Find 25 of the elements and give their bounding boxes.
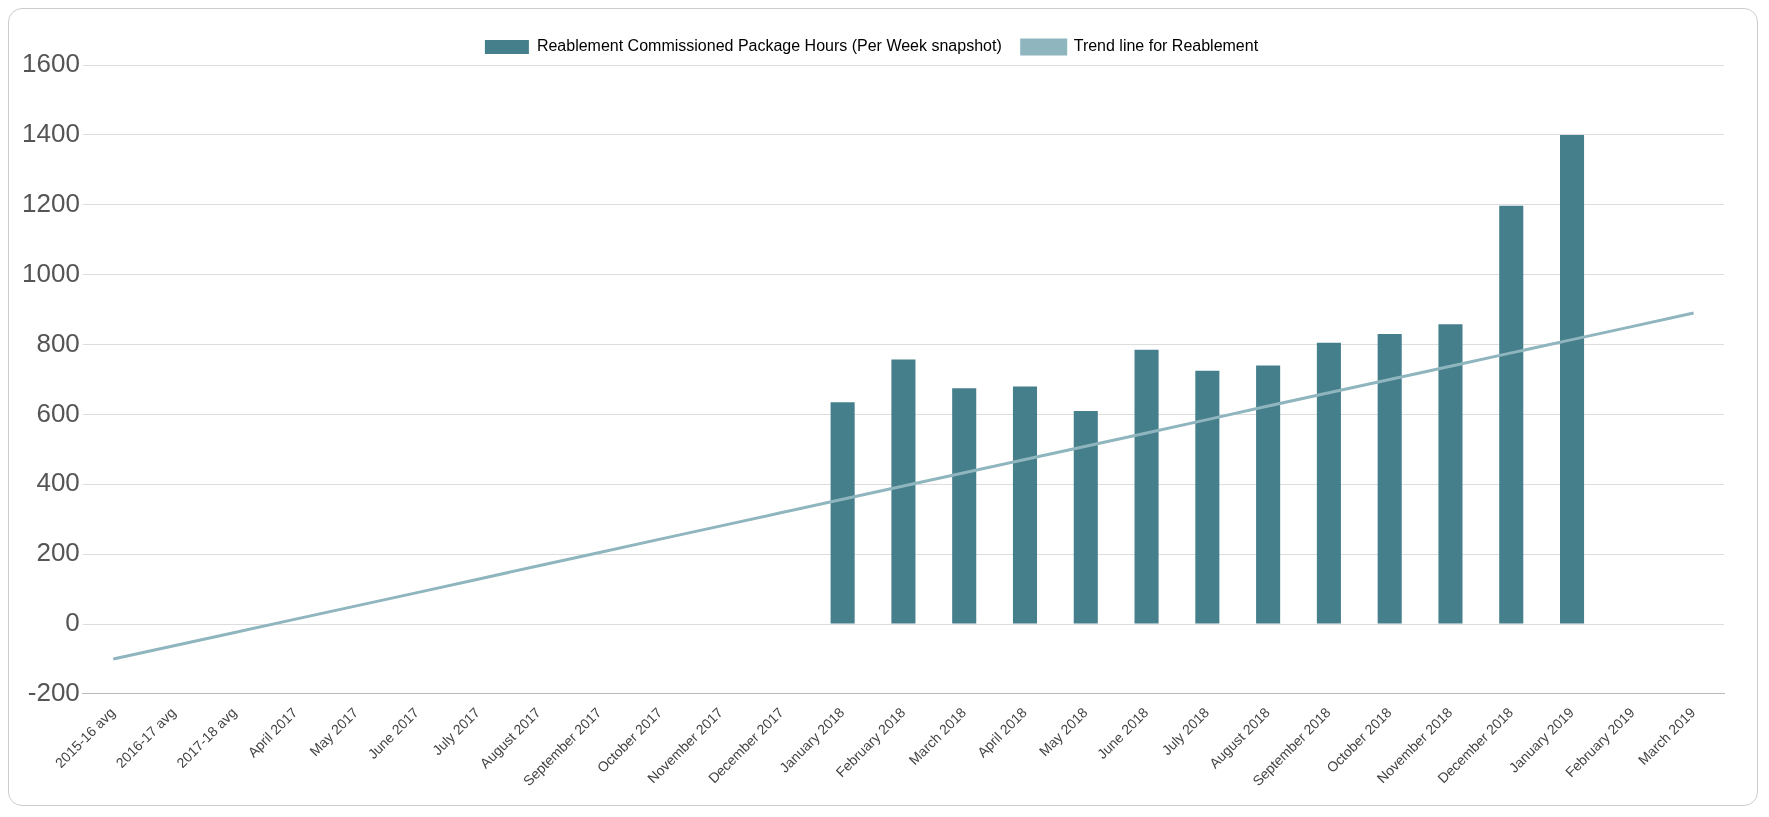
bar	[1316, 342, 1341, 624]
bar	[830, 402, 855, 624]
bar	[1499, 205, 1524, 624]
bar	[1560, 134, 1585, 624]
y-tick-label: 1400	[22, 118, 80, 149]
y-tick-label: 400	[36, 467, 80, 498]
legend-label: Trend line for Reablement	[1073, 37, 1259, 55]
bar	[1377, 334, 1402, 624]
bar	[1438, 324, 1463, 624]
bar	[1012, 386, 1038, 624]
bar	[1073, 410, 1098, 624]
bar	[1134, 349, 1159, 624]
y-tick-label: 1600	[22, 48, 80, 79]
y-tick-label: 800	[36, 327, 80, 358]
y-tick-label: 600	[36, 397, 80, 428]
bar	[891, 359, 916, 624]
y-tick-label: 1000	[22, 257, 80, 288]
bar	[952, 388, 977, 624]
y-tick-label: 0	[65, 607, 80, 638]
bar	[1256, 365, 1281, 624]
y-tick-label: 1200	[22, 187, 80, 218]
y-tick-label: -200	[27, 677, 80, 708]
legend-label: Reablement Commissioned Package Hours (Per Week snapshot)	[536, 37, 1002, 55]
bar	[1195, 370, 1220, 624]
y-tick-label: 200	[36, 537, 80, 568]
